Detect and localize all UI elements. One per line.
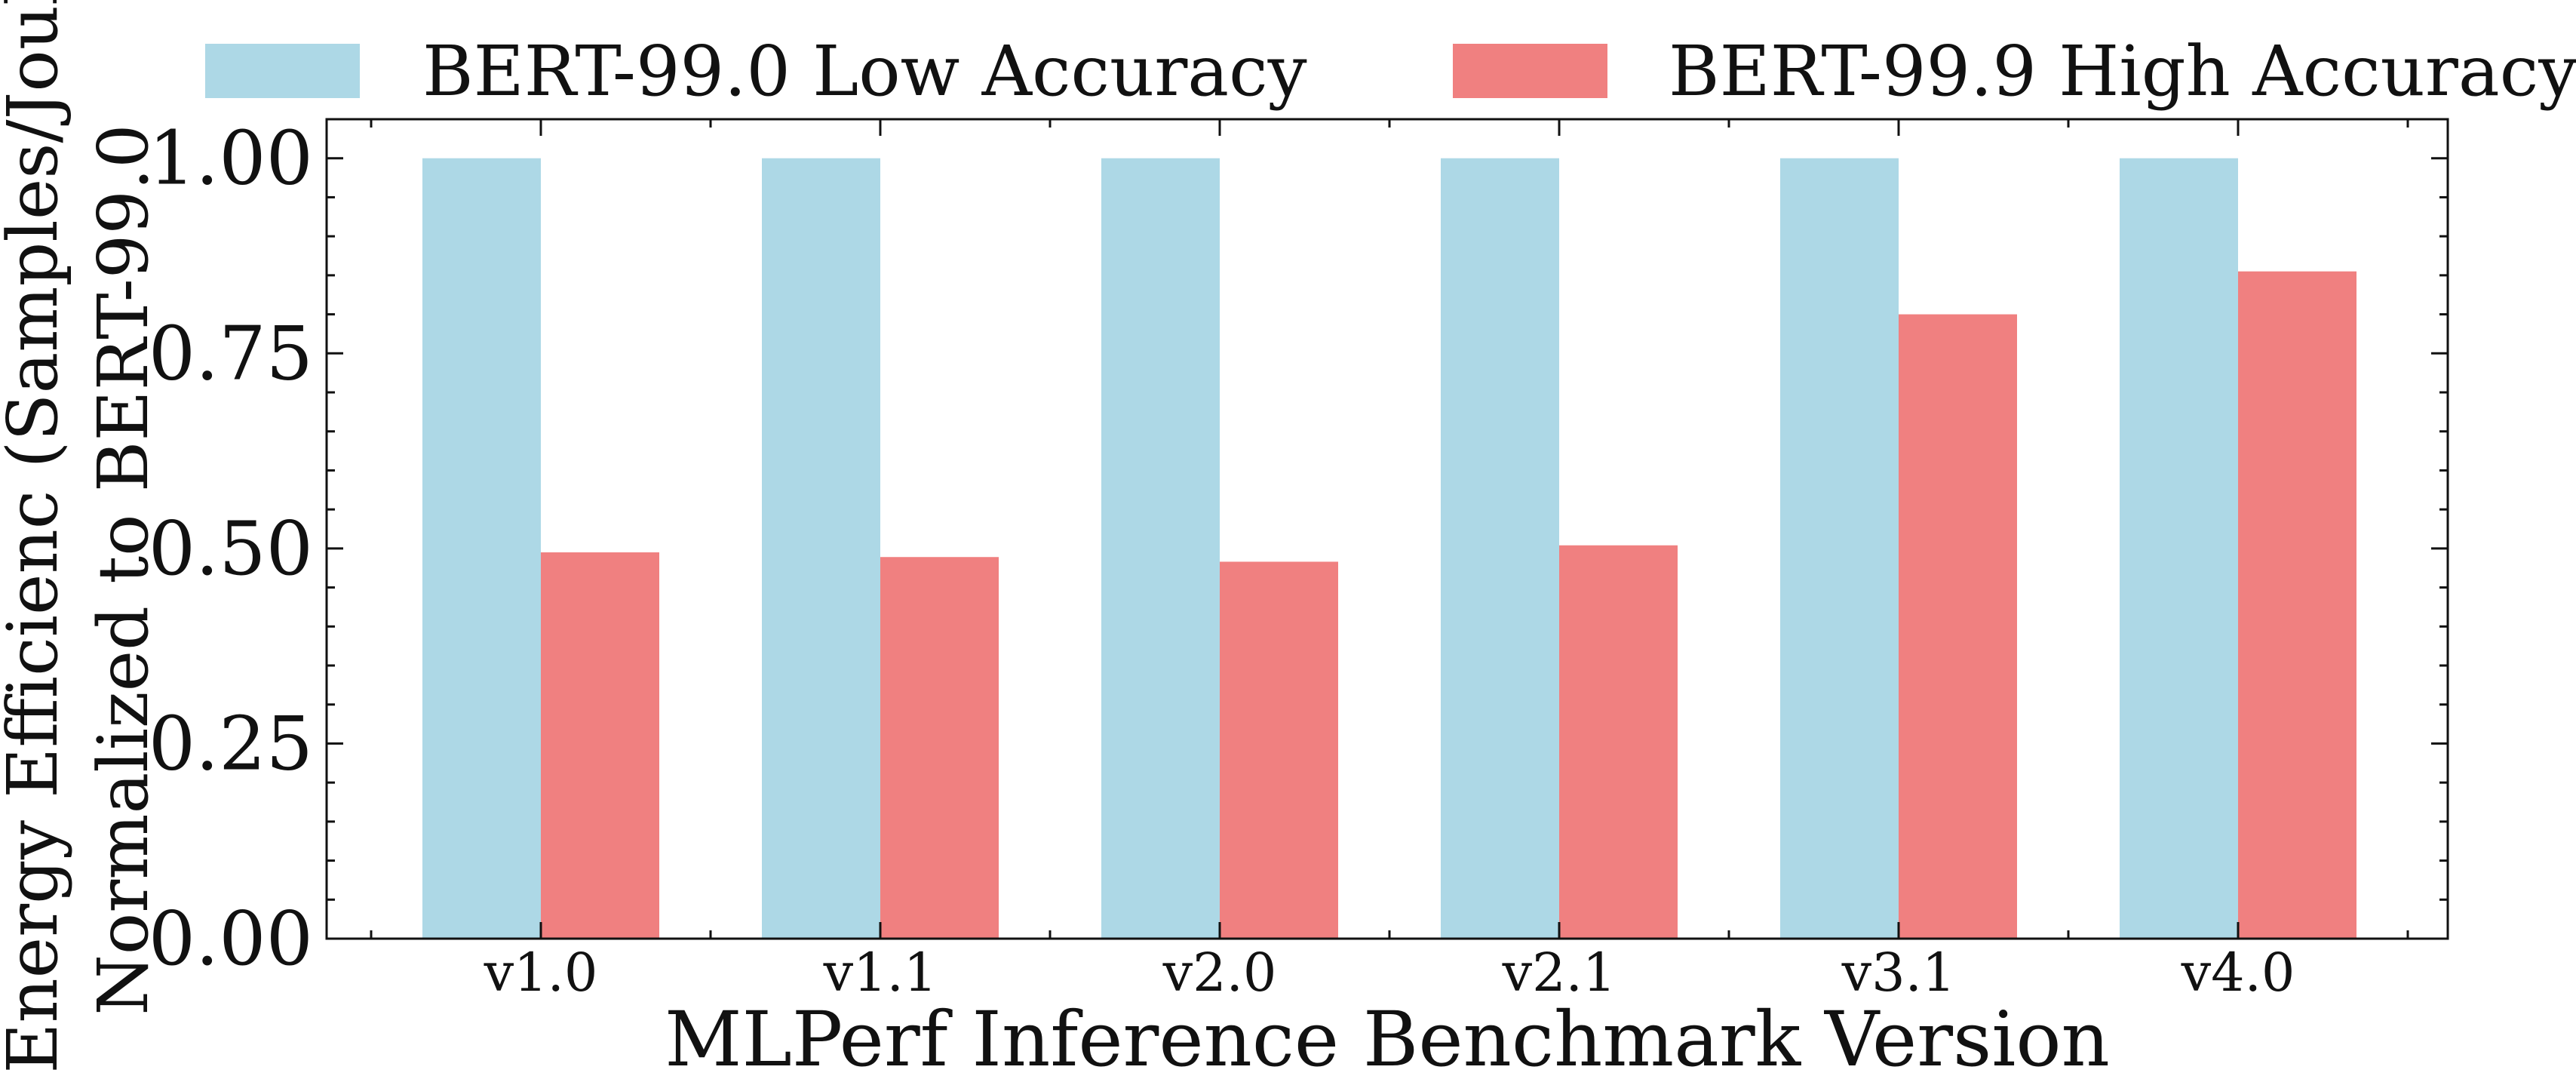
y-tick-label: 0.75 bbox=[149, 311, 313, 397]
bar-high-accuracy-v2-0 bbox=[1220, 561, 1338, 939]
bar-high-accuracy-v1-1 bbox=[880, 557, 999, 939]
axis-ticks: 0.00 0.25 0.50 0.75 1.00 v1.0 v1.1 v2.0 v2.1 v3.1… bbox=[149, 116, 2448, 1004]
legend-swatch-high-accuracy bbox=[1453, 44, 1607, 98]
bar-high-accuracy-v3-1 bbox=[1899, 314, 2017, 939]
x-tick-label: v3.1 bbox=[1841, 942, 1956, 1004]
bar-high-accuracy-v4-0 bbox=[2238, 271, 2356, 939]
x-tick-label: v2.1 bbox=[1502, 942, 1617, 1004]
x-axis-label: MLPerf Inference Benchmark Version bbox=[665, 995, 2110, 1079]
bar-low-accuracy-v4-0 bbox=[2120, 158, 2238, 939]
legend-label-high-accuracy: BERT-99.9 High Accuracy bbox=[1669, 31, 2576, 112]
y-axis-label-line-2: Normalized to BERT-99.0 bbox=[83, 124, 164, 1015]
bar-low-accuracy-v3-1 bbox=[1780, 158, 1899, 939]
legend-label-low-accuracy: BERT-99.0 Low Accuracy bbox=[422, 31, 1307, 112]
y-tick-label: 0.25 bbox=[149, 701, 313, 787]
y-axis-label-line-1: Energy Efficienc (Samples/Joule) bbox=[0, 0, 73, 1074]
bar-low-accuracy-v2-0 bbox=[1101, 158, 1220, 939]
bars bbox=[422, 158, 2356, 939]
bar-low-accuracy-v2-1 bbox=[1441, 158, 1559, 939]
x-tick-label: v2.0 bbox=[1162, 942, 1277, 1004]
bar-high-accuracy-v1-0 bbox=[541, 552, 659, 939]
bar-low-accuracy-v1-1 bbox=[762, 158, 880, 939]
legend: BERT-99.0 Low Accuracy BERT-99.9 High Ac… bbox=[205, 31, 2576, 112]
legend-swatch-low-accuracy bbox=[205, 44, 360, 98]
x-tick-label: v1.1 bbox=[823, 942, 938, 1004]
y-tick-label: 1.00 bbox=[149, 116, 313, 202]
bar-high-accuracy-v2-1 bbox=[1559, 545, 1678, 939]
x-tick-label: v4.0 bbox=[2181, 942, 2295, 1004]
y-tick-label: 0.00 bbox=[149, 896, 313, 982]
y-tick-label: 0.50 bbox=[149, 506, 313, 592]
bar-low-accuracy-v1-0 bbox=[422, 158, 541, 939]
x-tick-label: v1.0 bbox=[484, 942, 598, 1004]
plot-frame bbox=[325, 118, 2449, 940]
